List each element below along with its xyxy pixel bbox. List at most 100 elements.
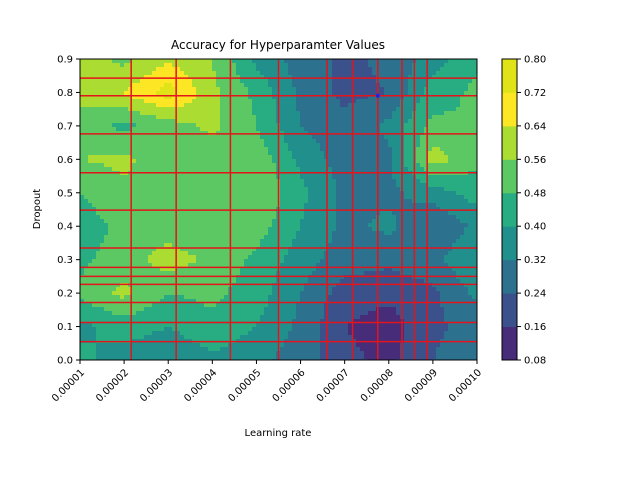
contour-cell [152,111,157,116]
contour-cell [240,251,245,256]
contour-cell [204,275,209,280]
contour-cell [292,283,297,288]
contour-cell [308,295,313,300]
contour-cell [244,203,249,208]
contour-cell [188,263,193,268]
contour-cell [232,147,237,152]
contour-cell [312,343,317,348]
contour-cell [280,107,285,112]
contour-cell [176,59,181,64]
contour-cell [108,163,113,168]
contour-cell [88,291,93,296]
contour-cell [292,139,297,144]
contour-cell [188,215,193,220]
contour-cell [148,191,153,196]
contour-cell [208,207,213,212]
contour-cell [220,267,225,272]
contour-cell [80,187,85,192]
contour-cell [148,287,153,292]
contour-cell [116,103,121,108]
contour-cell [216,71,221,76]
contour-cell [284,219,289,224]
contour-cell [116,303,121,308]
contour-cell [324,135,329,140]
contour-cell [304,103,309,108]
contour-cell [232,119,237,124]
contour-cell [252,239,257,244]
contour-cell [188,79,193,84]
contour-cell [192,219,197,224]
contour-cell [252,103,257,108]
contour-cell [184,67,189,72]
contour-cell [332,83,337,88]
contour-cell [248,155,253,160]
contour-cell [296,227,301,232]
contour-cell [168,295,173,300]
contour-cell [268,319,273,324]
contour-cell [112,71,117,76]
contour-cell [232,107,237,112]
contour-cell [272,227,277,232]
contour-cell [120,299,125,304]
contour-cell [268,163,273,168]
contour-cell [204,331,209,336]
contour-cell [176,279,181,284]
contour-cell [288,215,293,220]
contour-cell [152,343,157,348]
contour-cell [100,75,105,80]
contour-cell [224,283,229,288]
contour-cell [196,179,201,184]
contour-cell [336,191,341,196]
contour-cell [112,115,117,120]
contour-cell [112,83,117,88]
contour-cell [216,179,221,184]
contour-cell [324,319,329,324]
contour-cell [168,79,173,84]
contour-cell [328,159,333,164]
contour-cell [148,203,153,208]
contour-cell [336,59,341,64]
contour-cell [104,139,109,144]
contour-cell [140,303,145,308]
contour-cell [200,63,205,68]
contour-cell [312,155,317,160]
contour-cell [252,335,257,340]
contour-cell [332,287,337,292]
contour-cell [168,119,173,124]
contour-cell [132,103,137,108]
contour-cell [252,63,257,68]
contour-cell [340,147,345,152]
contour-cell [200,175,205,180]
contour-cell [332,275,337,280]
contour-cell [184,179,189,184]
contour-cell [288,179,293,184]
contour-cell [144,311,149,316]
contour-cell [288,235,293,240]
contour-cell [160,135,165,140]
contour-cell [140,67,145,72]
contour-cell [224,239,229,244]
contour-cell [204,63,209,68]
contour-cell [224,259,229,264]
contour-cell [280,327,285,332]
contour-cell [160,103,165,108]
contour-cell [244,95,249,100]
contour-cell [180,183,185,188]
contour-cell [144,147,149,152]
contour-cell [280,267,285,272]
contour-cell [100,307,105,312]
contour-cell [144,215,149,220]
contour-cell [192,143,197,148]
contour-cell [200,103,205,108]
contour-cell [260,291,265,296]
contour-cell [172,351,177,356]
contour-cell [216,99,221,104]
contour-cell [284,243,289,248]
contour-cell [264,211,269,216]
contour-cell [188,139,193,144]
contour-cell [128,223,133,228]
contour-cell [132,95,137,100]
contour-cell [196,207,201,212]
contour-cell [340,163,345,168]
contour-cell [140,207,145,212]
